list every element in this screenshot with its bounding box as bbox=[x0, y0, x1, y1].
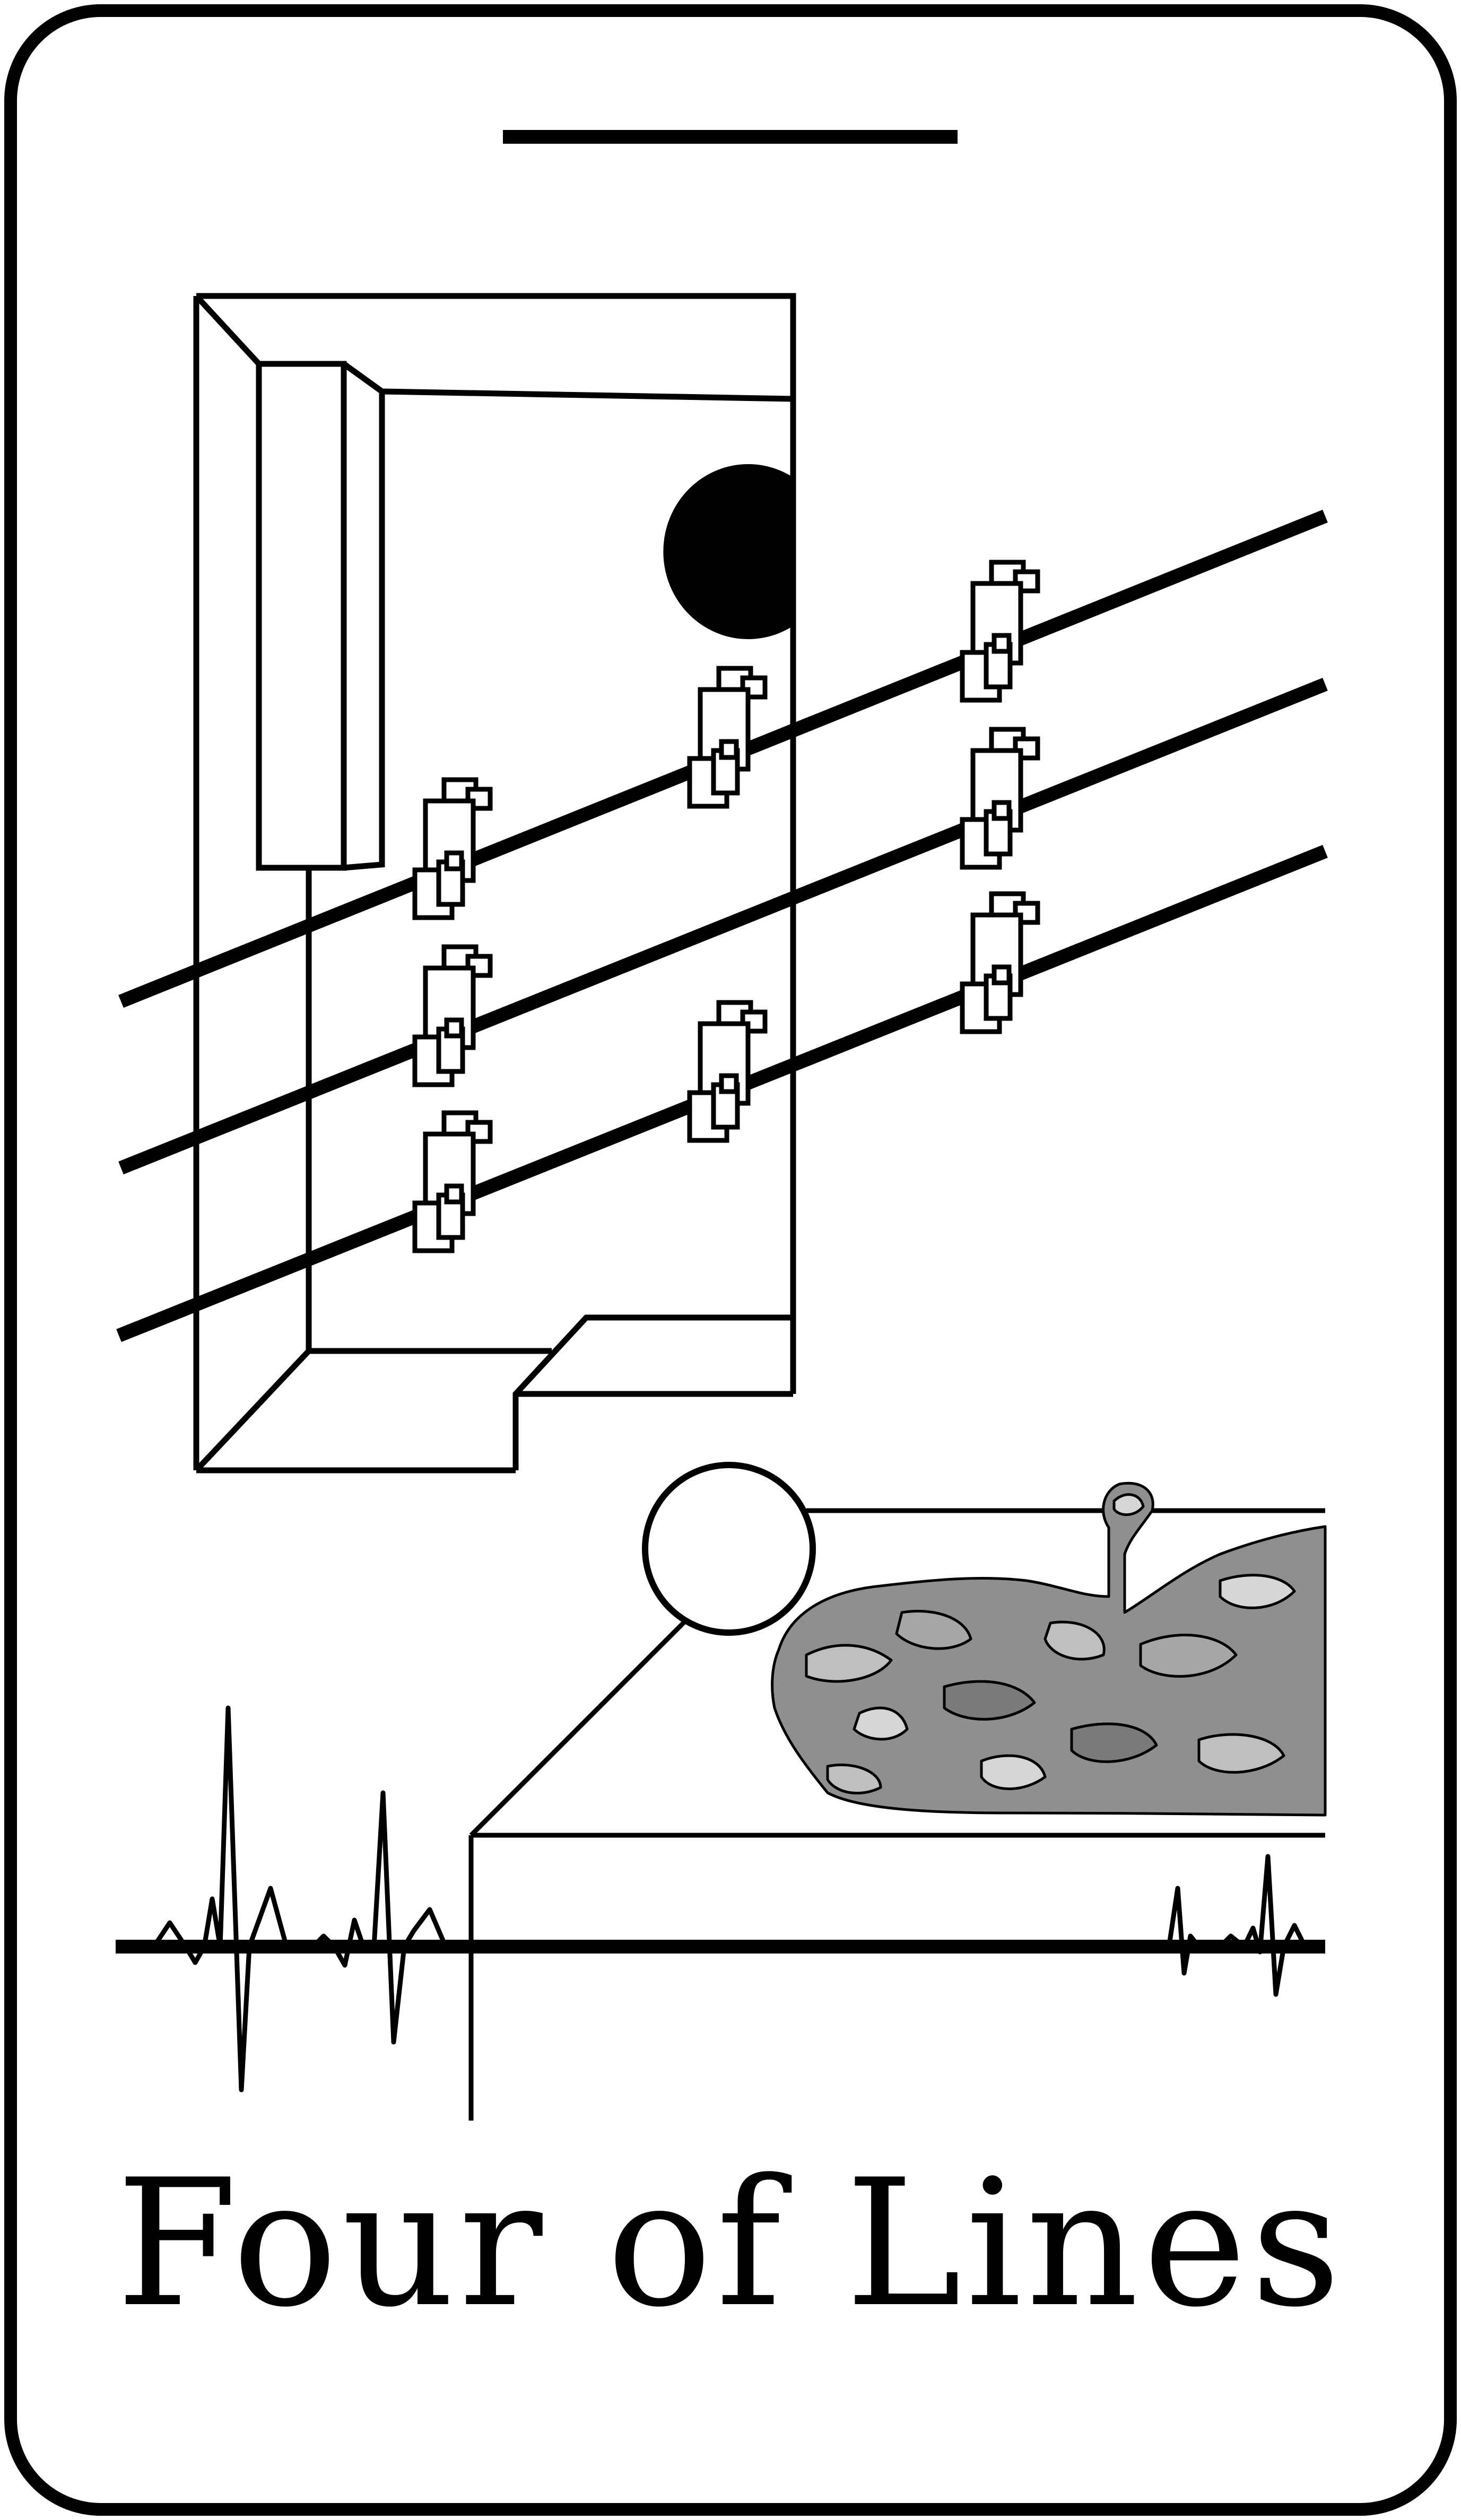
sun-icon bbox=[663, 464, 793, 639]
wire-2 bbox=[118, 677, 1328, 1175]
cocoon-icon bbox=[771, 1481, 1327, 1817]
doorway-structure bbox=[193, 293, 796, 1473]
card-border bbox=[4, 4, 1457, 2516]
card-title: Four of Lines bbox=[116, 2142, 1345, 2345]
heartbeat-icon bbox=[1155, 1854, 1325, 1997]
moon-icon bbox=[642, 1462, 816, 1636]
heartbeat-icon bbox=[152, 1705, 471, 2092]
bed-platform bbox=[468, 1508, 1325, 2121]
